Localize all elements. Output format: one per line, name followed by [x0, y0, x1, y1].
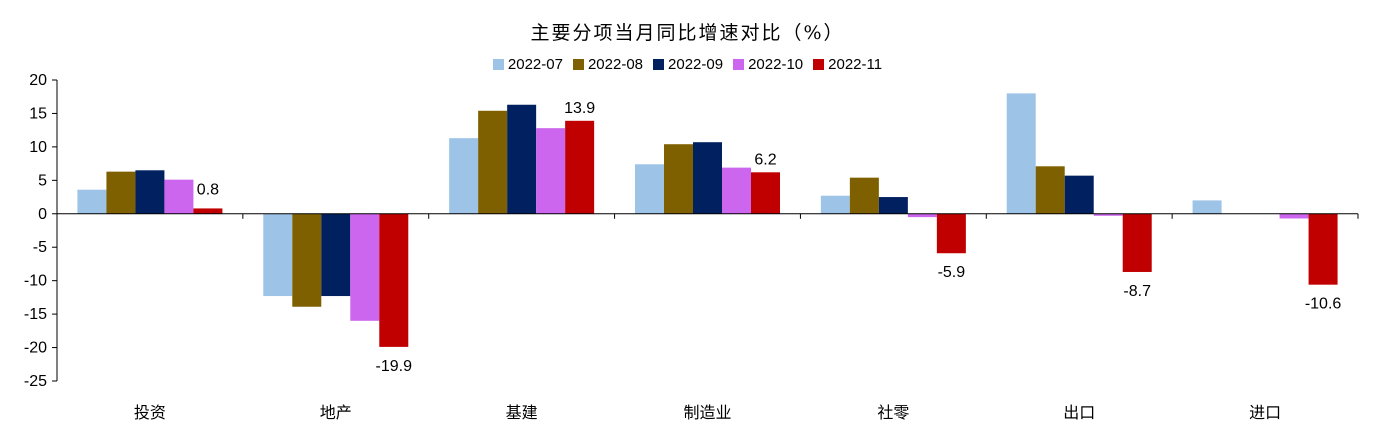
data-label: 6.2 [754, 151, 776, 168]
legend-item: 2022-08 [572, 56, 644, 73]
y-tick-label: -15 [24, 306, 47, 323]
bar-2022-07 [820, 195, 850, 214]
category-label: 基建 [506, 403, 538, 422]
bar-2022-08 [1035, 166, 1065, 214]
legend-swatch [733, 59, 745, 70]
y-tick-label: 5 [38, 172, 47, 189]
legend-swatch [813, 59, 825, 70]
category-label: 制造业 [683, 403, 731, 422]
bar-2022-09 [878, 197, 908, 214]
data-label: 0.8 [197, 181, 219, 198]
legend-label: 2022-09 [668, 56, 724, 73]
chart-title: 主要分项当月同比增速对比（%） [530, 22, 845, 44]
bar-2022-11 [936, 213, 966, 254]
bar-2022-10 [164, 179, 194, 214]
y-tick-label: 10 [29, 139, 47, 156]
data-label: -10.6 [1305, 296, 1342, 313]
data-label: -8.7 [1123, 283, 1151, 300]
legend-item: 2022-09 [653, 56, 723, 73]
bar-2022-10 [907, 213, 937, 218]
bar-2022-10 [350, 213, 380, 321]
bar-2022-07 [77, 189, 107, 214]
legend-item: 2022-11 [813, 56, 882, 73]
data-label: 13.9 [564, 100, 595, 117]
bar-2022-10 [1093, 213, 1123, 216]
bar-2022-07 [635, 164, 664, 214]
bar-2022-07 [1192, 200, 1222, 214]
bar-2022-08 [849, 177, 879, 214]
y-tick-label: -25 [24, 373, 47, 390]
bar-2022-10 [536, 128, 566, 214]
bar-2022-08 [664, 144, 693, 214]
bar-2022-07 [449, 138, 479, 214]
category-label: 社零 [877, 403, 909, 422]
bar-2022-09 [693, 142, 722, 214]
legend-label: 2022-07 [507, 56, 563, 73]
y-tick-label: -5 [33, 239, 47, 256]
y-tick-label: 0 [38, 206, 47, 223]
bar-2022-11 [379, 213, 409, 347]
category-label: 地产 [320, 403, 352, 422]
legend-label: 2022-11 [828, 56, 883, 73]
legend-swatch [492, 59, 504, 70]
legend: 2022-07 2022-08 2022-09 2022-10 2022-11 [0, 56, 1375, 73]
bar-2022-08 [478, 110, 508, 214]
category-label: 进口 [1249, 403, 1281, 422]
bar-2022-10 [1279, 213, 1309, 219]
bar-2022-09 [321, 213, 351, 297]
bar-2022-08 [292, 213, 322, 307]
y-tick-label: 20 [29, 72, 47, 89]
bar-2022-10 [722, 167, 751, 214]
legend-swatch [653, 59, 665, 70]
bar-2022-07 [1006, 93, 1036, 214]
bar-2022-11 [565, 120, 595, 214]
bar-2022-09 [1064, 175, 1094, 214]
data-label: -19.9 [376, 358, 413, 375]
y-tick-label: -10 [24, 273, 47, 290]
category-label: 投资 [134, 403, 166, 422]
bar-2022-11 [1122, 213, 1152, 272]
y-tick-label: 15 [29, 105, 47, 122]
bar-2022-11 [751, 172, 780, 214]
legend-item: 2022-10 [733, 56, 803, 73]
legend-item: 2022-07 [492, 56, 563, 73]
bar-2022-07 [263, 213, 293, 297]
legend-label: 2022-10 [748, 56, 804, 73]
y-tick-label: -20 [24, 340, 47, 357]
bar-2022-11 [1308, 213, 1338, 285]
data-label: -5.9 [938, 264, 966, 281]
bar-2022-08 [106, 171, 136, 214]
bar-2022-11 [193, 208, 223, 214]
category-label: 出口 [1063, 403, 1095, 422]
legend-label: 2022-08 [587, 56, 644, 73]
bar-2022-09 [507, 104, 537, 214]
legend-swatch [572, 59, 584, 70]
bar-2022-09 [135, 170, 165, 214]
